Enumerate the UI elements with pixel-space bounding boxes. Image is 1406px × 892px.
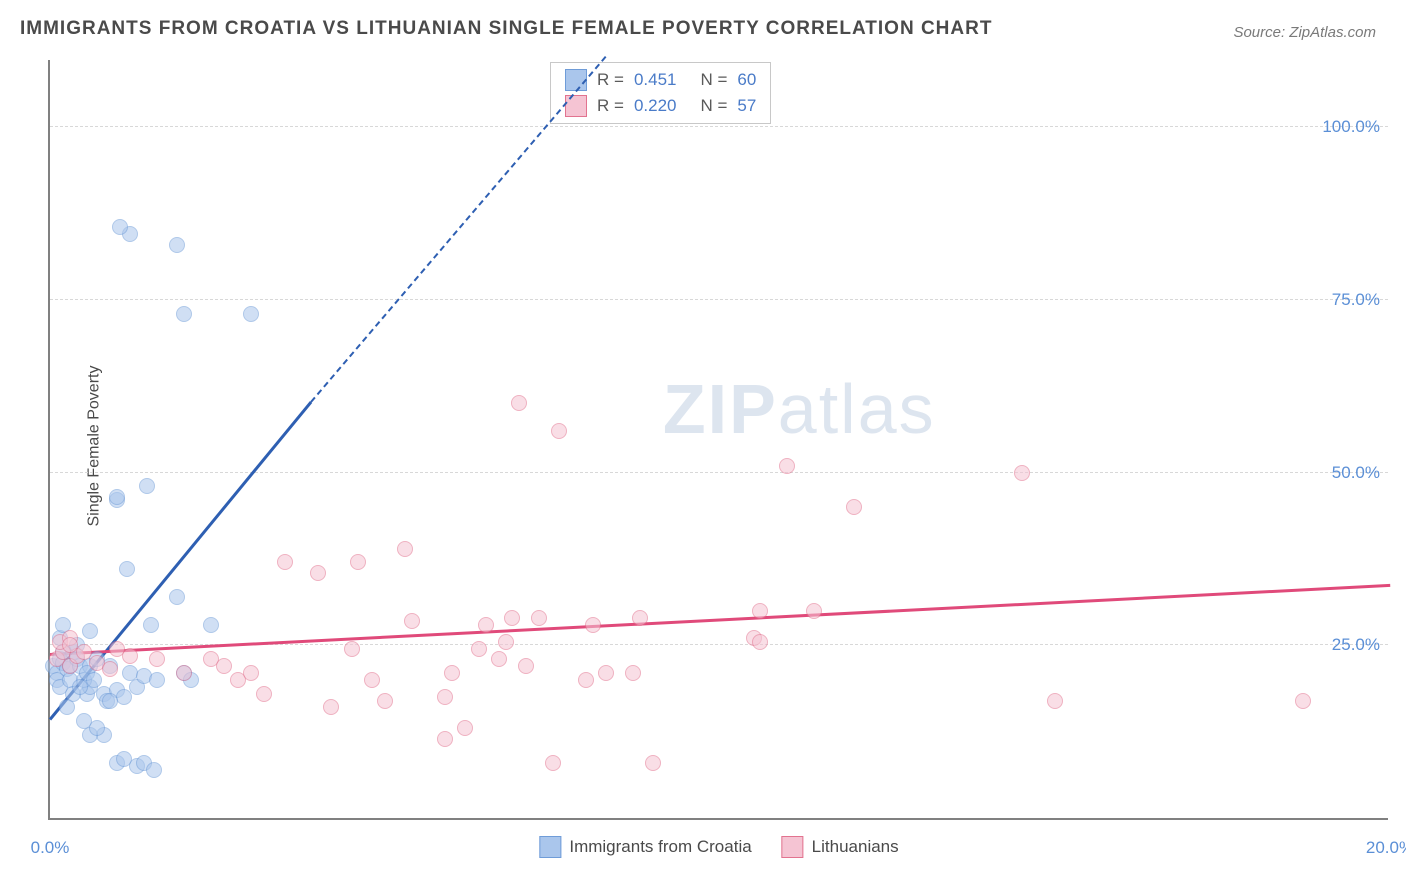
- legend-row: R = 0.220 N = 57: [565, 95, 756, 117]
- data-point: [625, 665, 641, 681]
- data-point: [437, 731, 453, 747]
- data-point: [243, 665, 259, 681]
- data-point: [498, 634, 514, 650]
- gridline: [50, 299, 1388, 300]
- data-point: [491, 651, 507, 667]
- legend-n-value: 57: [737, 96, 756, 116]
- data-point: [511, 395, 527, 411]
- data-point: [444, 665, 460, 681]
- x-tick-label: 20.0%: [1366, 838, 1406, 858]
- data-point: [109, 489, 125, 505]
- data-point: [112, 219, 128, 235]
- legend-r-value: 0.451: [634, 70, 677, 90]
- data-point: [1014, 465, 1030, 481]
- data-point: [216, 658, 232, 674]
- trend-line-dashed: [311, 56, 607, 403]
- data-point: [176, 665, 192, 681]
- data-point: [585, 617, 601, 633]
- data-point: [102, 661, 118, 677]
- data-point: [323, 699, 339, 715]
- data-point: [59, 699, 75, 715]
- legend-r-label: R =: [597, 70, 624, 90]
- data-point: [1295, 693, 1311, 709]
- data-point: [102, 693, 118, 709]
- data-point: [752, 603, 768, 619]
- data-point: [169, 237, 185, 253]
- data-point: [471, 641, 487, 657]
- gridline: [50, 126, 1388, 127]
- data-point: [72, 679, 88, 695]
- watermark-light: atlas: [778, 370, 936, 448]
- series-legend-item: Lithuanians: [782, 836, 899, 858]
- data-point: [457, 720, 473, 736]
- legend-n-label: N =: [700, 70, 727, 90]
- data-point: [632, 610, 648, 626]
- legend-n-value: 60: [737, 70, 756, 90]
- data-point: [149, 672, 165, 688]
- data-point: [779, 458, 795, 474]
- y-tick-label: 100.0%: [1322, 117, 1380, 137]
- data-point: [350, 554, 366, 570]
- data-point: [116, 689, 132, 705]
- data-point: [478, 617, 494, 633]
- legend-r-label: R =: [597, 96, 624, 116]
- data-point: [531, 610, 547, 626]
- data-point: [143, 617, 159, 633]
- legend-row: R = 0.451 N = 60: [565, 69, 756, 91]
- data-point: [598, 665, 614, 681]
- y-tick-label: 25.0%: [1332, 635, 1380, 655]
- source-attribution: Source: ZipAtlas.com: [1233, 24, 1376, 41]
- data-point: [752, 634, 768, 650]
- chart-title: IMMIGRANTS FROM CROATIA VS LITHUANIAN SI…: [20, 18, 992, 40]
- data-point: [806, 603, 822, 619]
- data-point: [139, 478, 155, 494]
- data-point: [146, 762, 162, 778]
- y-tick-label: 75.0%: [1332, 290, 1380, 310]
- data-point: [551, 423, 567, 439]
- data-point: [397, 541, 413, 557]
- data-point: [119, 561, 135, 577]
- data-point: [310, 565, 326, 581]
- data-point: [404, 613, 420, 629]
- data-point: [169, 589, 185, 605]
- data-point: [518, 658, 534, 674]
- data-point: [76, 713, 92, 729]
- legend-swatch: [782, 836, 804, 858]
- watermark-bold: ZIP: [663, 370, 778, 448]
- data-point: [504, 610, 520, 626]
- legend-n-label: N =: [700, 96, 727, 116]
- data-point: [437, 689, 453, 705]
- data-point: [203, 617, 219, 633]
- data-point: [243, 306, 259, 322]
- legend-swatch: [539, 836, 561, 858]
- data-point: [1047, 693, 1063, 709]
- data-point: [545, 755, 561, 771]
- data-point: [277, 554, 293, 570]
- data-point: [364, 672, 380, 688]
- x-tick-label: 0.0%: [31, 838, 70, 858]
- series-legend-label: Immigrants from Croatia: [569, 837, 751, 857]
- data-point: [176, 306, 192, 322]
- data-point: [344, 641, 360, 657]
- watermark: ZIPatlas: [663, 369, 936, 449]
- data-point: [645, 755, 661, 771]
- legend-r-value: 0.220: [634, 96, 677, 116]
- series-legend-item: Immigrants from Croatia: [539, 836, 751, 858]
- data-point: [846, 499, 862, 515]
- data-point: [256, 686, 272, 702]
- data-point: [149, 651, 165, 667]
- series-legend-label: Lithuanians: [812, 837, 899, 857]
- data-point: [109, 641, 125, 657]
- data-point: [377, 693, 393, 709]
- plot-area: ZIPatlas R = 0.451N = 60R = 0.220N = 57 …: [48, 60, 1388, 820]
- data-point: [82, 623, 98, 639]
- data-point: [578, 672, 594, 688]
- y-tick-label: 50.0%: [1332, 463, 1380, 483]
- correlation-legend: R = 0.451 N = 60 R = 0.220 N = 57: [550, 62, 771, 124]
- series-legend: Immigrants from Croatia Lithuanians: [539, 836, 898, 858]
